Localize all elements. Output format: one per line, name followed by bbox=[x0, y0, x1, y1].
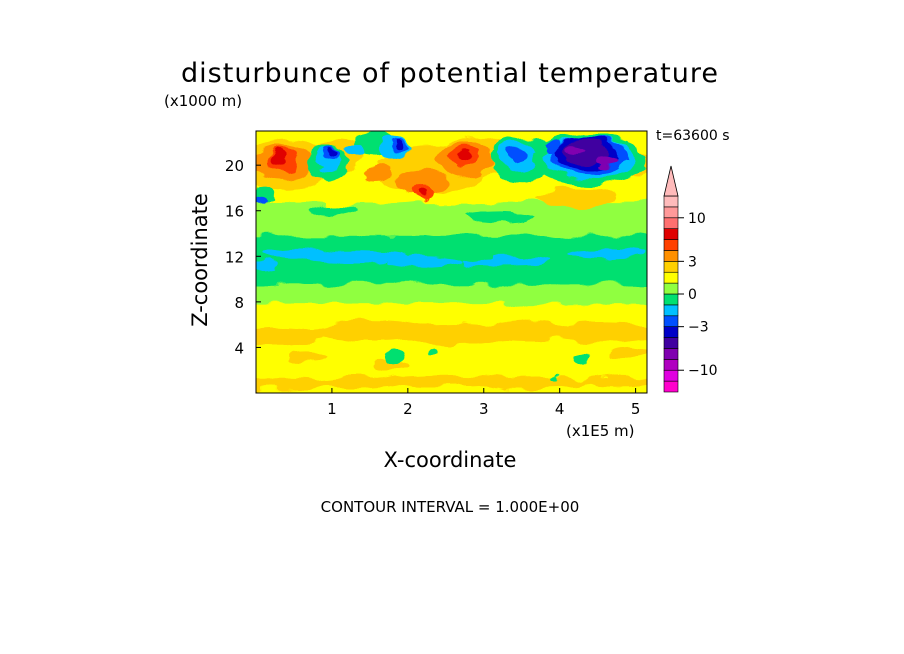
z-unit-label: (x1000 m) bbox=[164, 92, 243, 110]
colorbar-swatch bbox=[663, 206, 679, 219]
contour-blob bbox=[483, 320, 575, 341]
time-label: t=63600 s bbox=[656, 128, 730, 144]
contour-blob bbox=[256, 260, 279, 270]
colorbar-swatch bbox=[663, 217, 679, 229]
contour-blob bbox=[263, 248, 325, 260]
contour-blob bbox=[567, 247, 644, 259]
colorbar: 10 3 0 −3 −10 bbox=[663, 165, 718, 393]
colorbar-extend-arrow bbox=[663, 165, 679, 197]
contour-blob bbox=[565, 145, 584, 155]
contour-blob bbox=[460, 256, 553, 266]
contour-blob bbox=[491, 268, 629, 276]
colorbar-swatch bbox=[663, 195, 679, 208]
contour-blob bbox=[373, 358, 412, 371]
contour-blob bbox=[609, 347, 647, 359]
contour-blob bbox=[309, 377, 401, 389]
contour-blob bbox=[426, 348, 436, 356]
contour-blob bbox=[468, 211, 530, 224]
colorbar-tick-label: 0 bbox=[688, 287, 697, 303]
contour-blob bbox=[574, 354, 591, 364]
contour-blob bbox=[309, 320, 431, 341]
contour-blob bbox=[301, 250, 408, 262]
y-tick-label: 12 bbox=[225, 248, 244, 266]
contour-blob bbox=[331, 269, 484, 277]
contour-blob bbox=[483, 377, 591, 389]
colorbar-swatch bbox=[663, 261, 679, 273]
y-tick-label: 20 bbox=[225, 157, 244, 175]
colorbar-swatch bbox=[663, 380, 679, 393]
contour-blob bbox=[362, 166, 393, 180]
colorbar-swatch bbox=[663, 282, 679, 295]
contour-blob bbox=[269, 151, 288, 166]
contour-blob bbox=[395, 141, 405, 150]
contour-blob bbox=[552, 375, 560, 383]
colorbar-swatch bbox=[663, 315, 679, 327]
contour-blob bbox=[385, 256, 461, 268]
colorbar-swatch bbox=[663, 326, 679, 338]
y-tick-label: 8 bbox=[234, 294, 244, 312]
contour-blob bbox=[256, 194, 266, 204]
contour-blob bbox=[552, 322, 647, 343]
contour-blob bbox=[536, 187, 613, 207]
contour-blob bbox=[400, 323, 507, 345]
contour-blob bbox=[596, 156, 615, 168]
colorbar-tick-label: 3 bbox=[688, 254, 697, 270]
chart-title: disturbunce of potential temperature bbox=[181, 58, 719, 89]
plot-frame bbox=[255, 130, 648, 394]
colorbar-tick-label: −3 bbox=[688, 320, 709, 336]
colorbar-tick-label: −10 bbox=[688, 363, 718, 379]
temperature-field bbox=[256, 131, 647, 393]
colorbar-swatch bbox=[663, 228, 679, 240]
contour-blob bbox=[546, 143, 559, 153]
colorbar-swatch bbox=[663, 250, 679, 262]
contour-blob bbox=[345, 144, 364, 157]
y-tick-label: 4 bbox=[234, 339, 244, 357]
contour-blob bbox=[508, 145, 528, 162]
x-axis-label: X-coordinate bbox=[383, 448, 517, 472]
contour-blob bbox=[582, 375, 647, 388]
x-tick-label: 5 bbox=[631, 400, 641, 418]
contour-blob bbox=[290, 350, 329, 363]
contour-blob bbox=[309, 203, 355, 218]
contour-blob bbox=[396, 168, 450, 196]
x-tick-label: 4 bbox=[555, 400, 565, 418]
x-tick-label: 2 bbox=[403, 400, 413, 418]
x-tick-label: 3 bbox=[479, 400, 489, 418]
contour-blob bbox=[329, 147, 338, 156]
contour-interval-note: CONTOUR INTERVAL = 1.000E+00 bbox=[320, 498, 580, 516]
x-axis-ticks: 1 2 3 4 5 bbox=[327, 388, 640, 418]
contour-blob bbox=[618, 160, 631, 170]
contour-blob bbox=[387, 350, 406, 363]
contour-blob bbox=[377, 374, 515, 387]
colorbar-swatch bbox=[663, 271, 679, 284]
colorbar-swatch bbox=[663, 359, 679, 371]
colorbar-swatch bbox=[663, 239, 679, 251]
colorbar-swatch bbox=[663, 369, 679, 382]
contour-blob bbox=[418, 189, 428, 199]
colorbar-swatch bbox=[663, 293, 679, 306]
x-unit-label: (x1E5 m) bbox=[566, 422, 635, 440]
colorbar-swatch bbox=[663, 337, 679, 349]
colorbar-swatch bbox=[663, 304, 679, 317]
colorbar-swatch bbox=[663, 348, 679, 360]
contour-blob bbox=[457, 149, 473, 161]
y-axis-ticks: 4 8 12 16 20 bbox=[225, 157, 261, 357]
contour-blob bbox=[256, 325, 325, 347]
colorbar-tick-label: 10 bbox=[688, 211, 706, 227]
y-tick-label: 16 bbox=[225, 203, 244, 221]
x-tick-label: 1 bbox=[327, 400, 337, 418]
